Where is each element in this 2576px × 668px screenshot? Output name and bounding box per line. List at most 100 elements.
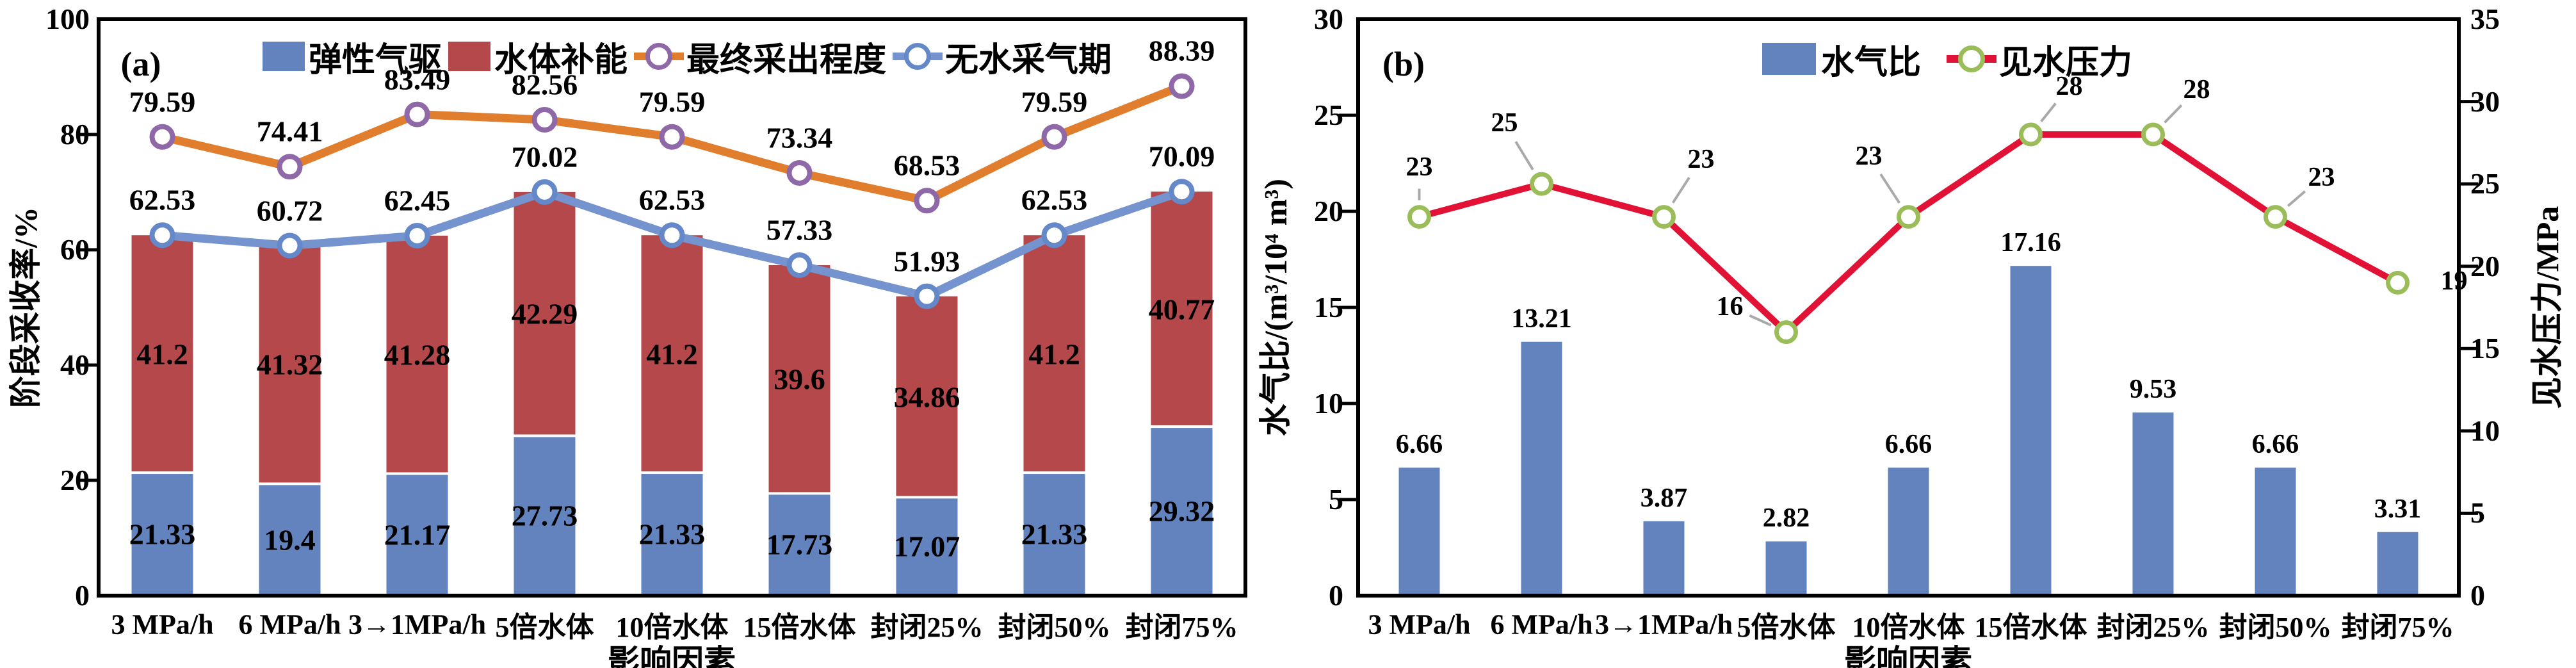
y-tick-label-left: 0 (1329, 579, 1343, 612)
x-category-label: 5倍水体 (1737, 612, 1836, 643)
y-tick-label: 80 (60, 118, 90, 151)
panel-a-tag: (a) (120, 45, 161, 83)
blue-line-marker-swatch-icon (893, 42, 943, 71)
label-leader-line (1749, 314, 1772, 327)
x-category-label: 6 MPa/h (238, 608, 341, 640)
marker-waterfree-period (404, 222, 430, 248)
x-category-label: 15倍水体 (743, 612, 856, 643)
marker-final-recovery (531, 106, 558, 133)
label-leader-line (1671, 177, 1690, 204)
marker-pressure (2141, 122, 2165, 147)
bar-value-label: 19.4 (264, 523, 316, 557)
label-leader-line (2040, 102, 2057, 122)
y-tick-label: 20 (60, 464, 90, 496)
y-tick-label-left: 20 (1314, 195, 1343, 227)
line-value-label: 74.41 (256, 115, 323, 148)
x-category-label: 封闭50% (2219, 612, 2332, 643)
bar-segment-divider (768, 492, 830, 495)
x-category-label: 3 MPa/h (111, 608, 214, 640)
line-value-label: 28 (2183, 75, 2210, 104)
marker-pressure (2264, 205, 2287, 229)
bar-water-gas-ratio (2255, 468, 2296, 596)
panel-b-x-axis-title: 影响因素 (1844, 644, 1972, 668)
line-value-label: 23 (1687, 144, 1715, 174)
line-value-label: 83.49 (384, 63, 451, 96)
bar-value-label: 41.28 (384, 338, 451, 371)
label-leader-line (2287, 190, 2306, 208)
bar-segment-divider (386, 472, 448, 475)
line-value-label: 51.93 (893, 245, 960, 278)
bar-segment-divider (896, 496, 958, 499)
bar-value-label: 9.53 (2129, 375, 2177, 405)
blue-bar-swatch-icon (263, 42, 305, 71)
y-tick-label-left: 10 (1314, 387, 1343, 420)
line-value-label: 73.34 (766, 121, 833, 154)
bar-value-label: 41.2 (136, 338, 188, 371)
line-value-label: 70.09 (1148, 140, 1215, 173)
line-value-label: 68.53 (893, 149, 960, 182)
bar-value-label: 6.66 (1884, 430, 1932, 460)
legend-label: 无水采气期 (945, 42, 1112, 79)
bar-segment-divider (259, 482, 321, 485)
bar-segment-water (768, 265, 830, 494)
bar-segment-divider (1023, 471, 1085, 475)
line-value-label: 79.59 (1021, 85, 1088, 118)
legend-item-water-gas-ratio: 水气比 (1762, 35, 1921, 83)
bar-value-label: 17.07 (893, 530, 960, 563)
bar-water-gas-ratio (1398, 468, 1440, 596)
y-tick-label: 60 (60, 233, 90, 266)
line-value-label: 23 (1855, 141, 1883, 171)
marker-waterfree-period (914, 283, 940, 309)
bar-value-label: 39.6 (774, 363, 825, 396)
y-tick-label-right: 10 (2470, 414, 2500, 447)
marker-waterfree-period (1041, 222, 1067, 248)
bar-value-label: 41.32 (256, 348, 323, 381)
blue-bar-swatch-icon (1762, 43, 1816, 75)
bar-value-label: 41.2 (1028, 338, 1080, 371)
legend-label: 水体补能 (494, 42, 628, 79)
panel-a-x-axis-title: 影响因素 (608, 644, 736, 668)
bar-value-label: 21.33 (129, 517, 196, 551)
marker-final-recovery (404, 101, 430, 127)
panel-b-tag: (b) (1382, 45, 1425, 83)
marker-pressure (1897, 205, 1920, 229)
marker-pressure (1407, 205, 1431, 229)
legend-label: 见水压力 (1999, 44, 2133, 81)
bar-segment-elastic (131, 473, 193, 596)
line-value-label: 62.53 (1021, 183, 1088, 216)
x-category-label: 10倍水体 (1852, 612, 1965, 643)
bar-value-label: 17.73 (766, 528, 833, 561)
line-value-label: 62.53 (638, 183, 706, 216)
bar-segment-divider (514, 434, 576, 437)
x-category-label: 6 MPa/h (1490, 608, 1593, 640)
marker-waterfree-period (149, 222, 175, 248)
line-value-label: 70.02 (511, 140, 578, 174)
bar-segment-water (131, 235, 193, 473)
marker-final-recovery (786, 159, 813, 186)
bar-water-gas-ratio (2010, 266, 2052, 596)
bar-segment-elastic (1151, 427, 1213, 596)
y-tick-label-right: 35 (2470, 3, 2500, 35)
label-leader-line (2164, 104, 2183, 124)
marker-waterfree-period (659, 222, 685, 248)
bar-value-label: 6.66 (1395, 430, 1443, 460)
y-tick-label-right: 30 (2470, 85, 2500, 118)
x-category-label: 封闭25% (2096, 612, 2210, 643)
bar-value-label: 40.77 (1148, 293, 1215, 326)
legend-label: 最终采出程度 (686, 42, 887, 79)
bar-value-label: 34.86 (893, 380, 960, 413)
panel-a-plot-box (97, 17, 1247, 598)
bar-segment-divider (641, 471, 703, 475)
bar-segment-elastic (896, 497, 958, 596)
bar-water-gas-ratio (1643, 521, 1685, 596)
line-value-label: 28 (2055, 72, 2083, 101)
marker-pressure (2386, 270, 2410, 295)
line-value-label: 25 (1491, 108, 1518, 138)
bar-segment-water (896, 296, 958, 498)
bar-value-label: 3.31 (2374, 494, 2422, 524)
panel-a-y-axis-title: 阶段采收率/% (8, 207, 44, 408)
line-value-label: 82.56 (511, 68, 578, 101)
marker-final-recovery (149, 124, 175, 150)
marker-waterfree-period (531, 179, 558, 205)
y-tick-label: 100 (45, 3, 90, 35)
